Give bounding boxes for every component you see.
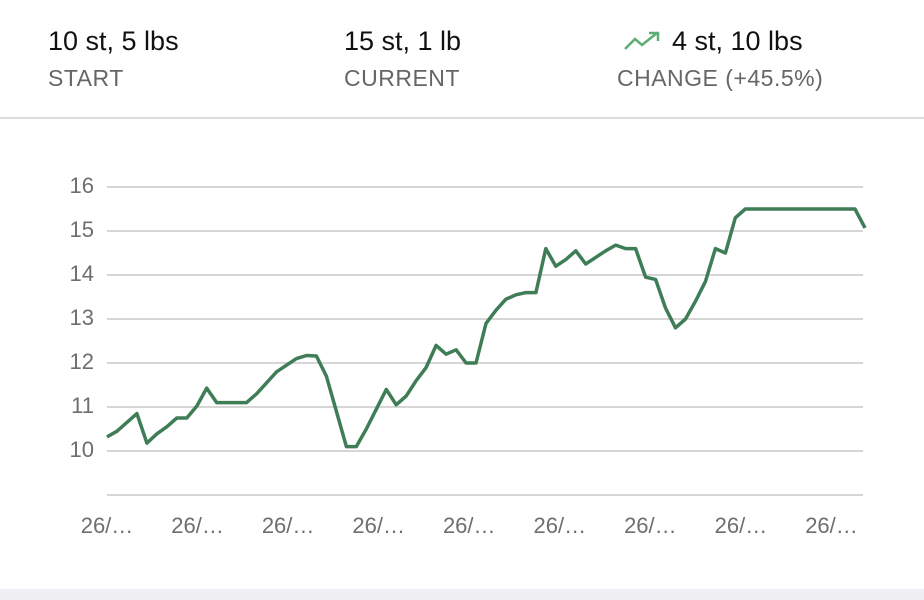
x-tick-label: 26/…	[534, 513, 587, 538]
y-tick-label: 12	[70, 349, 94, 374]
stat-value: 15 st, 1 lb	[344, 26, 462, 56]
x-tick-label: 26/…	[715, 513, 768, 538]
stat-label: START	[48, 65, 124, 91]
x-tick-label: 26/…	[805, 513, 858, 538]
stats-header: 10 st, 5 lbs START 15 st, 1 lb CURRENT 4…	[0, 0, 924, 119]
stat-value: 10 st, 5 lbs	[48, 26, 179, 56]
stat-label: CHANGE (+45.5%)	[617, 65, 824, 91]
stat: 4 st, 10 lbs CHANGE (+45.5%)	[617, 26, 823, 92]
x-tick-label: 26/…	[443, 513, 496, 538]
y-tick-label: 11	[71, 393, 94, 418]
stat-label: CURRENT	[344, 65, 460, 91]
stat-value-row: 4 st, 10 lbs	[617, 26, 823, 57]
x-tick-label: 26/…	[81, 513, 134, 538]
footer-bar	[0, 589, 924, 600]
y-tick-label: 15	[70, 217, 94, 242]
x-tick-label: 26/…	[171, 513, 224, 538]
x-tick-label: 26/…	[352, 513, 405, 538]
trend-icon	[624, 31, 660, 50]
stat: 15 st, 1 lb CURRENT	[344, 26, 461, 92]
y-tick-label: 13	[70, 305, 94, 330]
x-tick-label: 26/…	[624, 513, 677, 538]
y-tick-label: 16	[70, 173, 94, 198]
x-tick-label: 26/…	[262, 513, 315, 538]
y-tick-label: 10	[70, 437, 94, 462]
stat-value: 4 st, 10 lbs	[672, 26, 803, 56]
weight-line	[106, 207, 867, 449]
stat: 10 st, 5 lbs START	[48, 26, 179, 92]
y-tick-label: 14	[70, 261, 94, 286]
